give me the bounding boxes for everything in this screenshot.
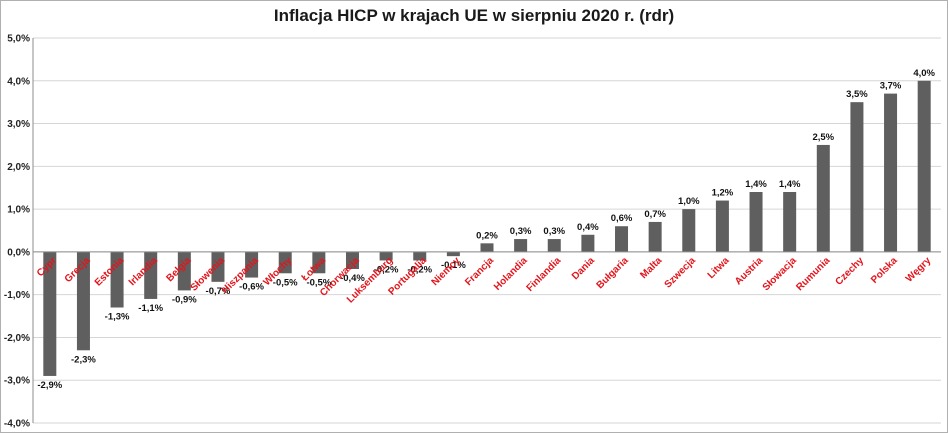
y-tick-label: -1,0% [4,290,30,301]
bar [413,251,427,261]
data-label: -0,5% [273,277,298,288]
data-label: -1,3% [105,312,130,323]
data-label: -0,9% [172,294,197,305]
data-label: -1,1% [138,303,163,314]
data-label: 3,5% [846,89,868,100]
y-tick-label: 0,0% [7,247,30,258]
category-label: Polska [869,255,900,286]
bar [144,251,158,299]
bar [749,192,763,252]
bar [850,102,864,252]
bar [816,144,830,252]
y-tick-label: 3,0% [7,119,30,130]
data-label: 0,4% [577,222,599,233]
data-label: -0,5% [306,277,331,288]
data-label: 0,7% [644,209,666,220]
category-label: Szwecja [663,255,699,291]
y-tick-label: 5,0% [7,34,30,45]
data-label: 0,3% [543,226,565,237]
chart-title: Inflacja HICP w krajach UE w sierpniu 20… [273,6,675,25]
category-label: Słowacja [761,255,799,293]
data-label: 1,4% [779,179,801,190]
category-label: Bułgaria [595,255,631,291]
category-label: Malta [638,255,664,281]
y-tick-label: -2,0% [4,333,30,344]
category-label: Rumunia [794,255,832,293]
bar [480,243,494,252]
bar [43,251,57,376]
category-label: Czechy [834,255,867,288]
bar [715,200,729,252]
data-label: -2,3% [71,354,96,365]
y-tick-label: -4,0% [4,419,30,430]
y-tick-label: 2,0% [7,162,30,173]
category-label: Austria [733,255,765,287]
bar [884,93,898,252]
bar [177,251,191,291]
data-label: 0,3% [510,226,532,237]
category-label: Węgry [904,255,934,285]
data-label: 0,2% [476,230,498,241]
bar [581,234,595,252]
data-label: 3,7% [880,81,902,92]
data-label: -2,9% [37,380,62,391]
category-label: Dania [570,255,597,282]
bar [312,251,326,274]
bar [783,192,797,252]
y-tick-label: 4,0% [7,76,30,87]
data-label: 1,4% [745,179,767,190]
bar [547,239,561,252]
data-label: -0,7% [206,286,231,297]
bar [76,251,90,351]
data-label: -0,2% [407,264,432,275]
data-label: 1,2% [712,188,734,199]
bar [917,80,931,252]
data-label: -0,6% [239,282,264,293]
bar [211,251,225,282]
bar [345,251,359,269]
bar [278,251,292,274]
bar [514,239,528,252]
bar [615,226,629,252]
y-tick-label: -3,0% [4,376,30,387]
bar [245,251,259,278]
category-label: Francja [463,255,496,288]
category-label: Finlandia [525,255,564,294]
data-label: 1,0% [678,196,700,207]
y-tick-label: 1,0% [7,205,30,216]
bar [648,221,662,252]
bar [682,209,696,252]
data-label: 0,6% [611,213,633,224]
bar [446,251,460,257]
data-label: -0,4% [340,273,365,284]
category-label: Litwa [706,255,732,281]
data-label: 4,0% [913,68,935,79]
bar [379,251,393,261]
data-label: 2,5% [812,132,834,143]
bar [110,251,124,308]
data-label: -0,1% [441,260,466,271]
data-label: -0,2% [374,264,399,275]
